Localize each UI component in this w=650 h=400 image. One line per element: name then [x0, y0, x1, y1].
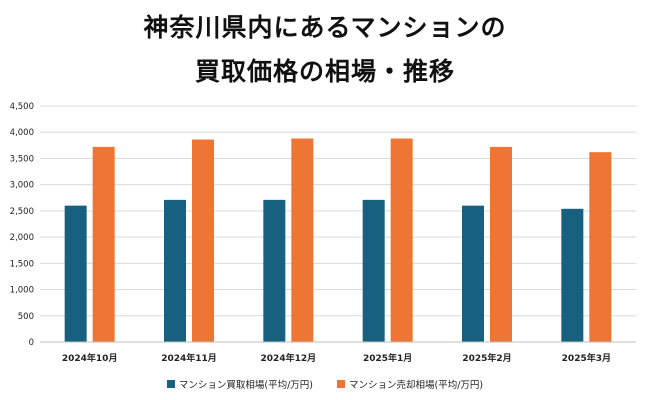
- y-tick-label: 0: [29, 338, 34, 348]
- x-axis-ticks: 2024年10月 2024年11月 2024年12月 2025年1月 2025年2月 20…: [62, 352, 611, 364]
- bars: [64, 138, 612, 342]
- y-axis-ticks: 0 500 1,000 1,500 2,000 2,500 3,000 3,500 4,000 4…: [10, 102, 34, 348]
- y-tick-label: 500: [18, 312, 34, 322]
- y-tick-label: 3,500: [10, 154, 34, 164]
- y-tick-label: 4,500: [10, 102, 34, 112]
- bar-sale: [92, 146, 115, 342]
- x-tick-label: 2025年3月: [562, 352, 611, 364]
- x-tick-label: 2024年12月: [261, 352, 317, 364]
- y-tick-label: 3,000: [10, 181, 34, 191]
- x-tick-label: 2025年1月: [363, 352, 412, 364]
- chart-title-line-1: 神奈川県内にあるマンションの: [143, 13, 507, 42]
- y-tick-label: 4,000: [10, 128, 34, 138]
- y-tick-label: 1,000: [10, 286, 34, 296]
- bar-sale: [192, 139, 214, 342]
- legend-label-sale: マンション売却相場(平均/万円): [349, 380, 484, 391]
- y-tick-label: 2,000: [10, 233, 34, 243]
- bar-sale: [589, 152, 612, 342]
- legend-swatch-buyback: [166, 380, 175, 388]
- bar-buyback: [462, 205, 484, 342]
- bar-sale: [390, 138, 413, 342]
- x-tick-label: 2024年10月: [62, 352, 118, 364]
- y-tick-label: 2,500: [10, 207, 34, 217]
- bar-buyback: [263, 199, 286, 342]
- chart-title-line-2: 買取価格の相場・推移: [194, 57, 455, 86]
- y-tick-label: 1,500: [10, 259, 34, 269]
- x-tick-label: 2024年11月: [161, 352, 217, 364]
- bar-buyback: [561, 208, 584, 342]
- legend: マンション買取相場(平均/万円) マンション売却相場(平均/万円): [0, 377, 650, 391]
- x-tick-label: 2025年2月: [462, 352, 511, 364]
- bar-buyback: [64, 205, 87, 342]
- bar-sale: [291, 138, 314, 342]
- bar-buyback: [164, 199, 186, 342]
- bar-sale: [490, 146, 512, 342]
- bar-buyback: [362, 199, 385, 342]
- legend-item-sale: マンション売却相場(平均/万円): [337, 377, 483, 391]
- gridlines: [40, 105, 636, 317]
- legend-item-buyback: マンション買取相場(平均/万円): [166, 377, 313, 391]
- legend-swatch-sale: [337, 380, 345, 388]
- legend-label-buyback: マンション買取相場(平均/万円): [178, 380, 313, 391]
